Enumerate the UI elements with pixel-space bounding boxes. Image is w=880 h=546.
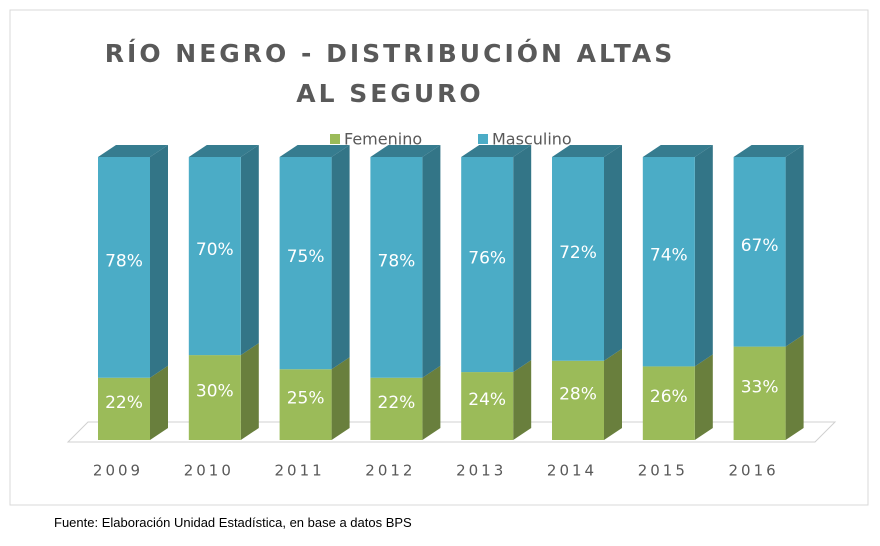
bar-side <box>513 145 532 373</box>
bar-side <box>604 348 622 440</box>
bar-side <box>604 145 622 361</box>
bar-side <box>240 145 259 356</box>
bar-side <box>150 145 168 378</box>
legend-swatch <box>330 134 340 144</box>
data-label: 22% <box>378 393 416 413</box>
bar-side <box>513 360 532 440</box>
bar-segment <box>370 157 423 378</box>
data-label: 75% <box>287 247 325 267</box>
x-tick-label: 2011 <box>275 462 325 480</box>
bar-side <box>422 365 441 440</box>
data-label: 22% <box>105 393 143 413</box>
bar-segment <box>642 366 695 440</box>
x-tick-label: 2010 <box>184 462 234 480</box>
bar-top <box>461 145 532 157</box>
bar-segment <box>461 157 514 373</box>
bar-segment <box>552 360 604 440</box>
bar-segment <box>188 355 241 440</box>
data-label: 74% <box>650 246 688 266</box>
bar-top <box>370 145 441 157</box>
floor <box>66 421 837 443</box>
legend-label: Femenino <box>344 130 422 149</box>
data-label: 76% <box>468 249 506 269</box>
data-label: 24% <box>468 390 506 410</box>
data-label: 78% <box>105 251 143 271</box>
data-label: 33% <box>741 377 779 397</box>
bar-segment <box>733 346 786 440</box>
bar-segment <box>642 157 695 367</box>
legend-label: Masculino <box>492 130 572 149</box>
x-tick-label: 2009 <box>93 462 143 480</box>
data-label: 78% <box>378 251 416 271</box>
bar-segment <box>98 377 150 440</box>
bar-side <box>331 145 350 370</box>
bar-side <box>785 145 804 347</box>
bar-segment <box>188 157 241 356</box>
source-note: Fuente: Elaboración Unidad Estadística, … <box>54 515 412 530</box>
bar-top <box>642 145 713 157</box>
bar-side <box>785 334 804 440</box>
bar-top <box>279 145 350 157</box>
chart-title: RÍO NEGRO - DISTRIBUCIÓN ALTAS AL SEGURO <box>104 39 676 108</box>
bar-segment <box>279 369 332 440</box>
bar-side <box>331 357 350 440</box>
bar-segment <box>279 157 332 370</box>
data-label: 67% <box>741 236 779 256</box>
x-tick-label: 2015 <box>638 462 688 480</box>
bar-segment <box>98 157 150 378</box>
data-label: 30% <box>196 382 234 402</box>
x-tick-label: 2016 <box>729 462 779 480</box>
bar-segment <box>733 157 786 347</box>
bar-top <box>98 145 168 157</box>
bar-top <box>552 145 622 157</box>
x-tick-label: 2014 <box>547 462 597 480</box>
legend-swatch <box>478 134 488 144</box>
bar-top <box>733 145 804 157</box>
data-label: 28% <box>559 384 597 404</box>
bar-side <box>694 145 713 367</box>
x-tick-label: 2012 <box>365 462 415 480</box>
data-label: 72% <box>559 243 597 263</box>
data-label: 26% <box>650 387 688 407</box>
bar-side <box>150 365 168 440</box>
data-label: 25% <box>287 389 325 409</box>
bar-top <box>188 145 259 157</box>
data-label: 70% <box>196 240 234 260</box>
bar-segment <box>370 377 423 440</box>
x-tick-label: 2013 <box>456 462 506 480</box>
bar-side <box>240 343 259 440</box>
bar-segment <box>461 372 514 440</box>
bar-side <box>422 145 441 378</box>
bar-side <box>694 354 713 440</box>
bar-segment <box>552 157 604 361</box>
